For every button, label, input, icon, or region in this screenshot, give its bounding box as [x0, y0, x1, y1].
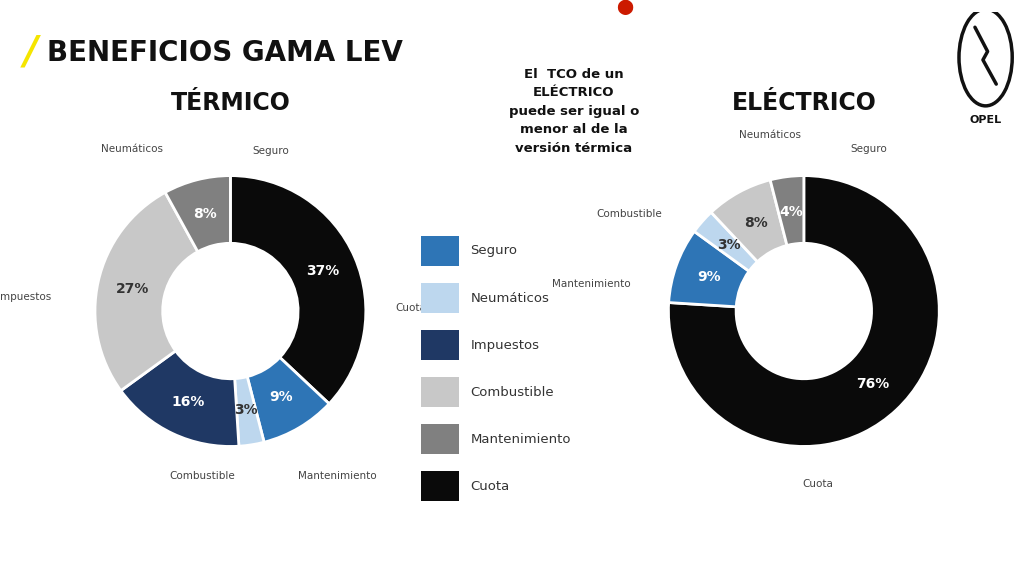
Text: 37%: 37%: [306, 264, 339, 278]
Text: Neumáticos: Neumáticos: [739, 130, 801, 140]
Title: TÉRMICO: TÉRMICO: [170, 92, 291, 115]
Text: Combustible: Combustible: [596, 209, 662, 218]
Text: Impuestos: Impuestos: [0, 293, 51, 302]
Text: Seguro: Seguro: [470, 244, 517, 257]
FancyBboxPatch shape: [422, 471, 459, 501]
FancyBboxPatch shape: [422, 236, 459, 266]
Text: /: /: [24, 34, 38, 72]
Wedge shape: [711, 180, 787, 262]
Text: Cuota: Cuota: [395, 304, 427, 313]
Text: OPEL: OPEL: [970, 115, 1001, 126]
Text: Mantenimiento: Mantenimiento: [552, 279, 631, 289]
Wedge shape: [694, 213, 758, 271]
FancyBboxPatch shape: [422, 425, 459, 454]
Wedge shape: [230, 176, 366, 404]
Text: BENEFICIOS GAMA LEV: BENEFICIOS GAMA LEV: [47, 39, 403, 67]
Wedge shape: [121, 351, 239, 446]
Title: ELÉCTRICO: ELÉCTRICO: [731, 92, 877, 115]
FancyBboxPatch shape: [422, 377, 459, 407]
Text: Seguro: Seguro: [851, 143, 887, 154]
Text: 8%: 8%: [194, 207, 217, 221]
Text: 3%: 3%: [234, 403, 258, 417]
Text: ⬤: ⬤: [616, 0, 633, 14]
Text: Cuota: Cuota: [470, 480, 510, 493]
Wedge shape: [234, 377, 264, 446]
Wedge shape: [95, 192, 198, 391]
Text: 3%: 3%: [717, 238, 740, 252]
Text: 9%: 9%: [697, 270, 721, 284]
Wedge shape: [247, 357, 329, 442]
Text: 8%: 8%: [743, 216, 767, 230]
Text: 4%: 4%: [779, 204, 803, 219]
Text: Combustible: Combustible: [169, 471, 236, 482]
Text: Mantenimiento: Mantenimiento: [298, 471, 377, 482]
Text: Impuestos: Impuestos: [470, 339, 540, 351]
Text: El  TCO de un
ELÉCTRICO
puede ser igual o
menor al de la
versión térmica: El TCO de un ELÉCTRICO puede ser igual o…: [509, 67, 639, 154]
Wedge shape: [669, 176, 939, 446]
Text: 16%: 16%: [171, 395, 205, 409]
Wedge shape: [165, 176, 230, 252]
Text: 27%: 27%: [116, 282, 150, 296]
Text: Neumáticos: Neumáticos: [100, 143, 163, 154]
Text: Seguro: Seguro: [253, 146, 290, 156]
Text: 76%: 76%: [856, 377, 889, 391]
Text: Mantenimiento: Mantenimiento: [470, 433, 571, 446]
Text: Combustible: Combustible: [470, 386, 554, 399]
Text: 9%: 9%: [269, 391, 293, 404]
FancyBboxPatch shape: [422, 330, 459, 360]
Text: Cuota: Cuota: [802, 479, 833, 490]
FancyBboxPatch shape: [422, 283, 459, 313]
Text: Neumáticos: Neumáticos: [470, 291, 549, 305]
Wedge shape: [770, 176, 804, 245]
Wedge shape: [669, 232, 750, 307]
